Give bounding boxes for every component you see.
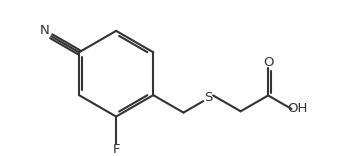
Text: S: S: [204, 91, 212, 104]
Text: F: F: [112, 143, 120, 156]
Text: OH: OH: [288, 102, 308, 115]
Text: N: N: [40, 24, 50, 37]
Text: O: O: [263, 56, 273, 69]
